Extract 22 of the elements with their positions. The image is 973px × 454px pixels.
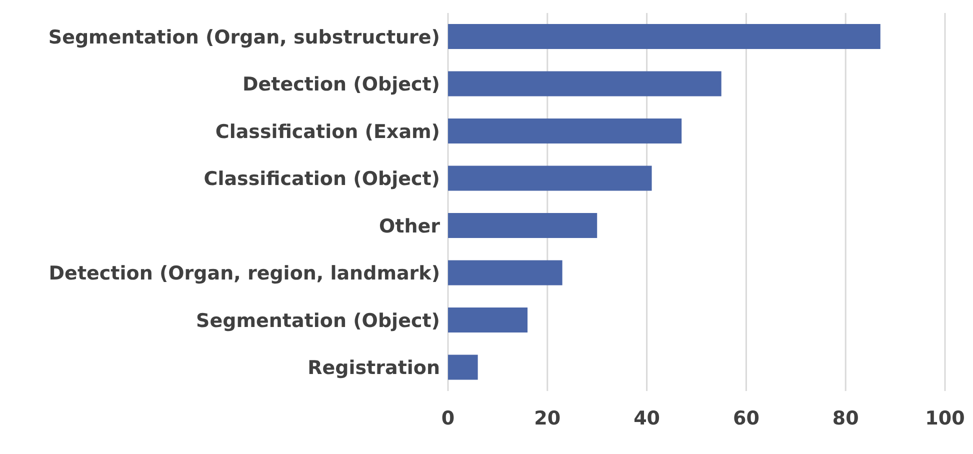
y-tick-label: Registration (308, 357, 440, 380)
bar (448, 24, 880, 49)
y-tick-label: Detection (Organ, region, landmark) (48, 262, 440, 285)
y-tick-label: Other (378, 215, 441, 238)
x-tick-label: 20 (534, 407, 561, 430)
bar (448, 354, 478, 380)
y-tick-label: Classification (Object) (204, 168, 440, 190)
bar (448, 308, 528, 332)
x-tick-label: 0 (441, 407, 455, 430)
y-tick-label: Detection (Object) (242, 74, 440, 96)
x-tick-label: 40 (634, 407, 660, 430)
x-tick-label: 80 (832, 407, 859, 430)
bar (448, 213, 598, 238)
x-tick-label: 100 (925, 407, 965, 430)
y-tick-label: Classification (Exam) (215, 120, 440, 143)
y-tick-label: Segmentation (Organ, substructure) (48, 26, 440, 48)
y-tick-label: Segmentation (Object) (196, 310, 440, 332)
x-tick-label: 60 (732, 407, 760, 430)
bar (448, 166, 652, 191)
bar (448, 71, 722, 96)
bar (448, 118, 682, 144)
bar (448, 260, 562, 286)
